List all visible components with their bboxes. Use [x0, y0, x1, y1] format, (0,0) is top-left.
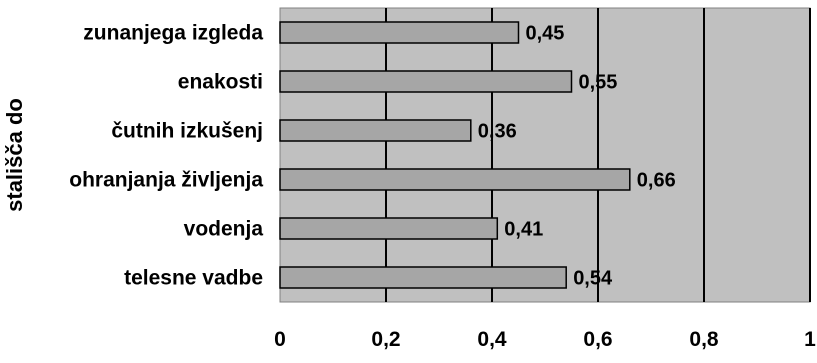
gridlines: [385, 8, 811, 302]
plot-area: [279, 7, 811, 303]
bar-4: [279, 217, 499, 240]
bar-3: [279, 168, 631, 191]
x-tick-label-2: 0,4: [477, 328, 507, 351]
category-label-0: zunanjega izgleda: [83, 22, 263, 45]
bars: [279, 21, 631, 289]
y-axis-title: stališča do: [2, 98, 27, 212]
value-label-1: 0,55: [579, 72, 618, 94]
category-label-2: čutnih izkušenj: [111, 120, 263, 143]
category-label-4: vodenja: [184, 218, 264, 241]
value-label-0: 0,45: [526, 23, 565, 45]
x-tick-labels: 0 0,2 0,4 0,6 0,8 1: [274, 328, 816, 351]
value-label-5: 0,54: [573, 268, 613, 290]
bar-0: [279, 21, 520, 44]
category-labels: zunanjega izgleda enakosti čutnih izkušenj…: [69, 22, 263, 290]
bar-2: [279, 119, 472, 142]
value-label-4: 0,41: [504, 219, 543, 241]
x-tick-label-4: 0,8: [689, 328, 719, 351]
bar-5: [279, 266, 567, 289]
category-label-1: enakosti: [178, 71, 263, 94]
category-label-3: ohranjanja življenja: [69, 169, 263, 192]
x-tick-label-0: 0: [274, 328, 286, 351]
category-label-5: telesne vadbe: [124, 267, 263, 290]
value-label-2: 0,36: [478, 121, 517, 143]
x-tick-label-1: 0,2: [371, 328, 400, 351]
value-label-3: 0,66: [637, 170, 676, 192]
data-labels: 0,45 0,55 0,36 0,66 0,41 0,54: [478, 23, 676, 290]
x-tick-label-5: 1: [804, 328, 816, 351]
x-tick-label-3: 0,6: [583, 328, 612, 351]
bar-1: [279, 70, 573, 93]
